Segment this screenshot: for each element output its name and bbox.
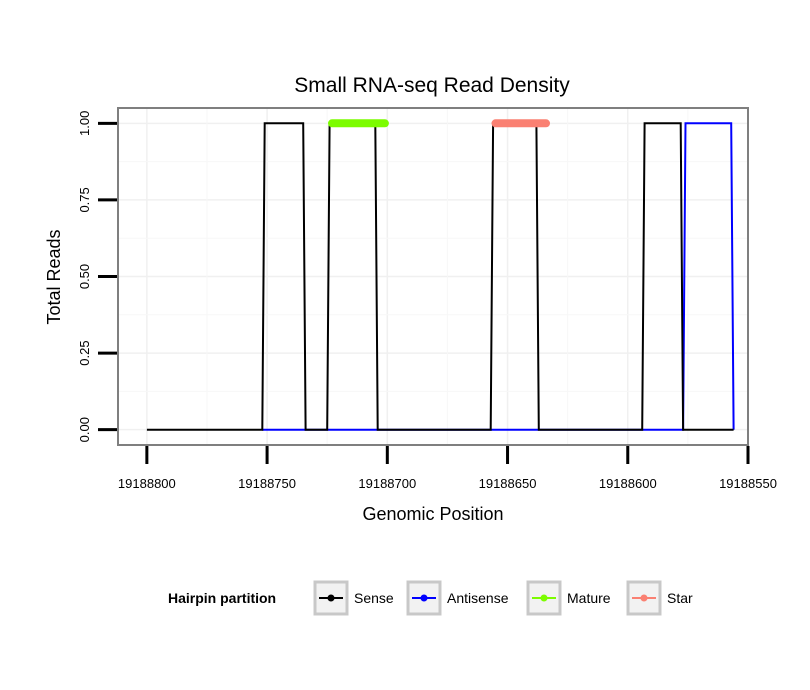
- x-tick-label: 19188800: [118, 476, 176, 491]
- legend-label-antisense: Antisense: [447, 590, 509, 606]
- chart-title: Small RNA-seq Read Density: [294, 74, 570, 97]
- legend-label-star: Star: [667, 590, 693, 606]
- legend-key-point: [540, 594, 548, 602]
- legend-label-mature: Mature: [567, 590, 611, 606]
- legend-key-point: [420, 594, 428, 602]
- legend-title: Hairpin partition: [168, 590, 276, 606]
- x-tick-label: 19188750: [238, 476, 296, 491]
- y-axis: 0.00 0.25 0.50 0.75 1.00: [77, 111, 117, 442]
- legend-key-point: [640, 594, 648, 602]
- x-axis-title: Genomic Position: [362, 504, 503, 524]
- y-tick-label: 0.00: [77, 417, 92, 442]
- series-line-sense: [146, 122, 734, 431]
- y-tick-label: 0.25: [77, 340, 92, 365]
- x-tick-label: 19188550: [719, 476, 777, 491]
- y-tick-label: 0.50: [77, 264, 92, 289]
- x-tick-label: 19188700: [358, 476, 416, 491]
- plot-panel-border: [117, 107, 749, 446]
- y-tick-label: 1.00: [77, 111, 92, 136]
- y-tick-label: 0.75: [77, 187, 92, 212]
- legend-label-sense: Sense: [354, 590, 394, 606]
- x-tick-label: 19188600: [599, 476, 657, 491]
- x-tick-label: 19188650: [479, 476, 537, 491]
- legend-key-point: [327, 594, 335, 602]
- legend: Hairpin partition Sense Antisense Mature St…: [168, 580, 693, 616]
- x-axis: 19188800 19188750 19188700 19188650 19188600…: [118, 446, 777, 491]
- series-layer: [146, 119, 735, 431]
- y-axis-title: Total Reads: [44, 229, 64, 324]
